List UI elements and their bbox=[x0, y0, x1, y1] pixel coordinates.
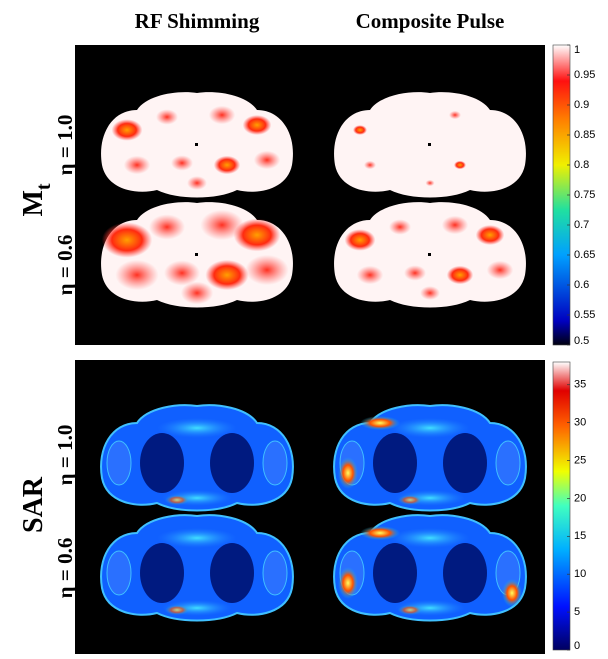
hotspot bbox=[425, 179, 435, 187]
spot bbox=[398, 495, 422, 505]
tick-label: 0.6 bbox=[574, 279, 589, 291]
spot bbox=[390, 528, 470, 548]
hotspot bbox=[446, 265, 474, 285]
hotspot bbox=[242, 114, 272, 136]
hotspot bbox=[123, 155, 151, 175]
hotspot bbox=[115, 259, 159, 291]
hotspot bbox=[344, 229, 376, 251]
hotspot bbox=[253, 150, 281, 170]
dot bbox=[195, 143, 198, 146]
tick-label: 0.7 bbox=[574, 219, 589, 231]
organ bbox=[443, 433, 487, 493]
dot bbox=[195, 253, 198, 256]
tick-label: 30 bbox=[574, 417, 586, 429]
spot bbox=[502, 579, 522, 607]
map bbox=[100, 514, 294, 622]
tick-label: 0.85 bbox=[574, 129, 595, 141]
hotspot bbox=[200, 209, 244, 241]
row-label: η = 0.6 bbox=[53, 235, 77, 296]
colorbar bbox=[552, 361, 571, 651]
hotspot bbox=[156, 109, 178, 125]
map bbox=[101, 202, 293, 308]
tick-label: 20 bbox=[574, 492, 586, 504]
hotspot bbox=[205, 259, 249, 291]
tick-label: 0.95 bbox=[574, 69, 595, 81]
hotspot bbox=[389, 219, 411, 235]
hotspot bbox=[404, 265, 426, 281]
tick-label: 25 bbox=[574, 454, 586, 466]
hotspot bbox=[101, 222, 153, 258]
hotspot bbox=[364, 160, 376, 170]
tick-label: 0.5 bbox=[574, 335, 589, 347]
hotspot bbox=[213, 155, 241, 175]
spot bbox=[157, 528, 237, 548]
tick-label: 0.9 bbox=[574, 99, 589, 111]
spot bbox=[360, 416, 400, 430]
organ bbox=[262, 440, 288, 486]
group-label: SAR bbox=[18, 476, 49, 533]
row-label: η = 0.6 bbox=[53, 538, 77, 599]
tick-label: 35 bbox=[574, 379, 586, 391]
organ bbox=[140, 433, 184, 493]
tick-label: 0.65 bbox=[574, 249, 595, 261]
spot bbox=[165, 605, 189, 615]
organ bbox=[443, 543, 487, 603]
map bbox=[334, 92, 526, 198]
hotspot bbox=[171, 155, 193, 171]
map bbox=[333, 514, 527, 622]
map bbox=[100, 404, 294, 512]
organ bbox=[373, 433, 417, 493]
tick-label: 10 bbox=[574, 568, 586, 580]
tick-label: 0.55 bbox=[574, 309, 595, 321]
spot bbox=[360, 526, 400, 540]
hotspot bbox=[245, 254, 289, 286]
hotspot bbox=[180, 281, 214, 305]
hotspot bbox=[475, 224, 505, 246]
column-title: Composite Pulse bbox=[356, 9, 505, 33]
column-title: RF Shimming bbox=[135, 9, 260, 33]
tick-label: 1 bbox=[574, 44, 580, 56]
dot bbox=[428, 253, 431, 256]
organ bbox=[210, 543, 254, 603]
map bbox=[101, 92, 293, 198]
tick-label: 15 bbox=[574, 530, 586, 542]
spot bbox=[398, 605, 422, 615]
spot bbox=[157, 418, 237, 438]
tick-label: 5 bbox=[574, 606, 580, 618]
hotspot bbox=[111, 119, 143, 141]
tick-label: 0.8 bbox=[574, 159, 589, 171]
spot bbox=[165, 495, 189, 505]
map bbox=[333, 404, 527, 512]
row-label: η = 1.0 bbox=[53, 425, 77, 486]
spot bbox=[390, 418, 470, 438]
map bbox=[334, 202, 526, 308]
organ bbox=[140, 543, 184, 603]
spot bbox=[338, 567, 358, 599]
dot bbox=[428, 143, 431, 146]
organ bbox=[210, 433, 254, 493]
tick-label: 0 bbox=[574, 640, 580, 652]
hotspot bbox=[149, 214, 185, 240]
hotspot bbox=[420, 286, 440, 300]
hotspot bbox=[441, 215, 469, 235]
hotspot bbox=[449, 110, 461, 120]
hotspot bbox=[187, 176, 207, 190]
organ bbox=[373, 543, 417, 603]
spot bbox=[338, 457, 358, 489]
row-label: η = 1.0 bbox=[53, 115, 77, 176]
hotspot bbox=[353, 125, 367, 135]
hotspot bbox=[486, 260, 514, 280]
hotspot bbox=[454, 160, 466, 170]
hotspot bbox=[356, 265, 384, 285]
organ bbox=[262, 550, 288, 596]
hotspot bbox=[233, 218, 281, 252]
organ bbox=[495, 440, 521, 486]
organ bbox=[106, 550, 132, 596]
group-label: Mt bbox=[18, 183, 55, 216]
tick-label: 0.75 bbox=[574, 189, 595, 201]
hotspot bbox=[164, 260, 200, 286]
organ bbox=[106, 440, 132, 486]
hotspot bbox=[208, 105, 236, 125]
